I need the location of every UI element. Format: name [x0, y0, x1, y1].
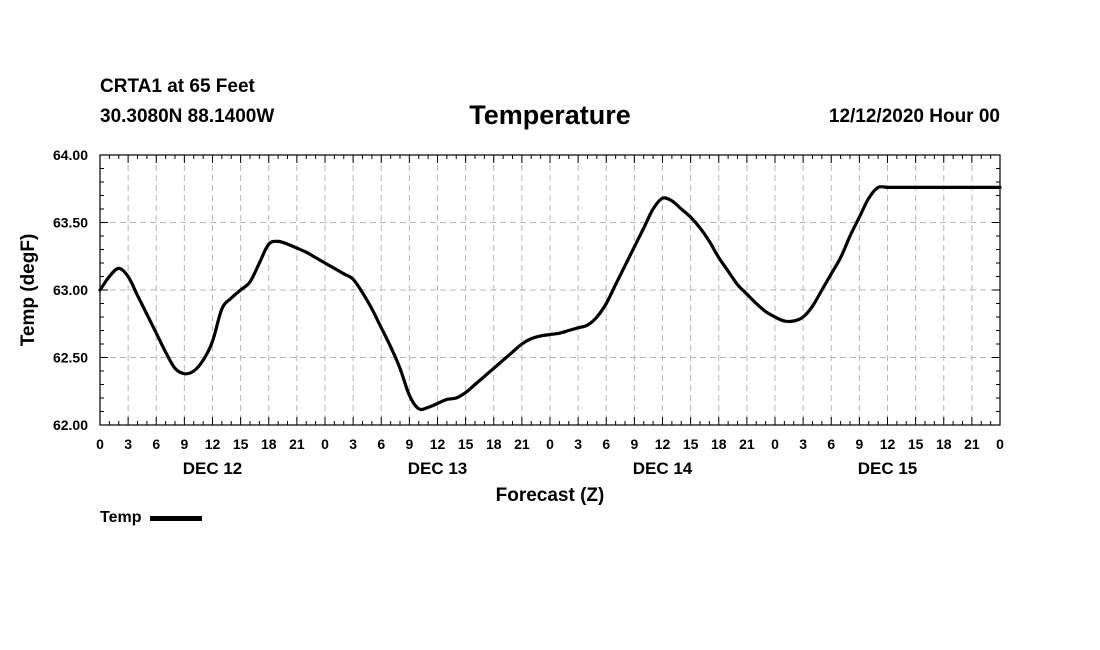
y-tick-label: 63.50 — [53, 215, 88, 231]
x-tick-label: 21 — [289, 436, 305, 452]
x-tick-label: 18 — [261, 436, 277, 452]
x-axis-label: Forecast (Z) — [496, 485, 605, 506]
x-tick-label: 15 — [908, 436, 924, 452]
station-label: CRTA1 at 65 Feet — [100, 76, 255, 97]
plot-frame — [99, 154, 1001, 426]
x-tick-label: 21 — [739, 436, 755, 452]
station-coordinates: 30.3080N 88.1400W — [100, 106, 275, 127]
x-tick-label: 12 — [880, 436, 896, 452]
x-tick-label: 21 — [514, 436, 530, 452]
x-tick-label: 3 — [349, 436, 357, 452]
x-tick-label: 15 — [233, 436, 249, 452]
y-tick-label: 62.50 — [53, 350, 88, 366]
x-tick-label: 3 — [799, 436, 807, 452]
x-tick-label: 12 — [655, 436, 671, 452]
x-tick-label: 12 — [430, 436, 446, 452]
x-tick-label: 12 — [205, 436, 221, 452]
legend-label: Temp — [100, 509, 142, 526]
y-axis-label: Temp (degF) — [18, 234, 39, 347]
x-tick-label: 18 — [711, 436, 727, 452]
x-tick-label: 18 — [936, 436, 952, 452]
x-tick-label: 6 — [602, 436, 610, 452]
y-tick-labels: 62.00 62.50 63.00 63.50 64.00 — [53, 147, 88, 433]
x-tick-label: 6 — [152, 436, 160, 452]
y-tick-label: 64.00 — [53, 147, 88, 163]
grid-lines — [100, 155, 1000, 425]
temp-series-line — [98, 185, 1002, 412]
x-tick-labels: 0 3 6 9 12 15 18 21 0 3 6 9 12 15 18 21 0 3 6 9 12 15 18 21 0 3 6 9… — [96, 436, 1004, 452]
x-tick-label: 0 — [771, 436, 779, 452]
x-tick-label: 9 — [855, 436, 863, 452]
x-tick-label: 9 — [405, 436, 413, 452]
day-labels: DEC 12 DEC 13 DEC 14 DEC 15 — [183, 459, 918, 478]
chart-title: Temperature — [469, 100, 631, 130]
x-tick-label: 9 — [630, 436, 638, 452]
x-tick-label: 6 — [377, 436, 385, 452]
x-tick-label: 0 — [996, 436, 1004, 452]
x-tick-label: 9 — [180, 436, 188, 452]
x-tick-label: 18 — [486, 436, 502, 452]
x-tick-label: 21 — [964, 436, 980, 452]
y-tick-label: 63.00 — [53, 282, 88, 298]
legend-line-swatch — [150, 515, 203, 521]
x-tick-label: 0 — [546, 436, 554, 452]
x-tick-label: 0 — [96, 436, 104, 452]
x-tick-label: 15 — [458, 436, 474, 452]
y-tick-label: 62.00 — [53, 417, 88, 433]
x-tick-label: 6 — [827, 436, 835, 452]
x-tick-label: 3 — [574, 436, 582, 452]
day-label: DEC 15 — [858, 459, 918, 478]
x-tick-label: 0 — [321, 436, 329, 452]
day-label: DEC 14 — [633, 459, 693, 478]
x-tick-label: 15 — [683, 436, 699, 452]
forecast-issue-time: 12/12/2020 Hour 00 — [828, 106, 1000, 127]
x-tick-label: 3 — [124, 436, 132, 452]
day-label: DEC 12 — [183, 459, 243, 478]
day-label: DEC 13 — [408, 459, 468, 478]
legend: Temp — [100, 509, 203, 527]
